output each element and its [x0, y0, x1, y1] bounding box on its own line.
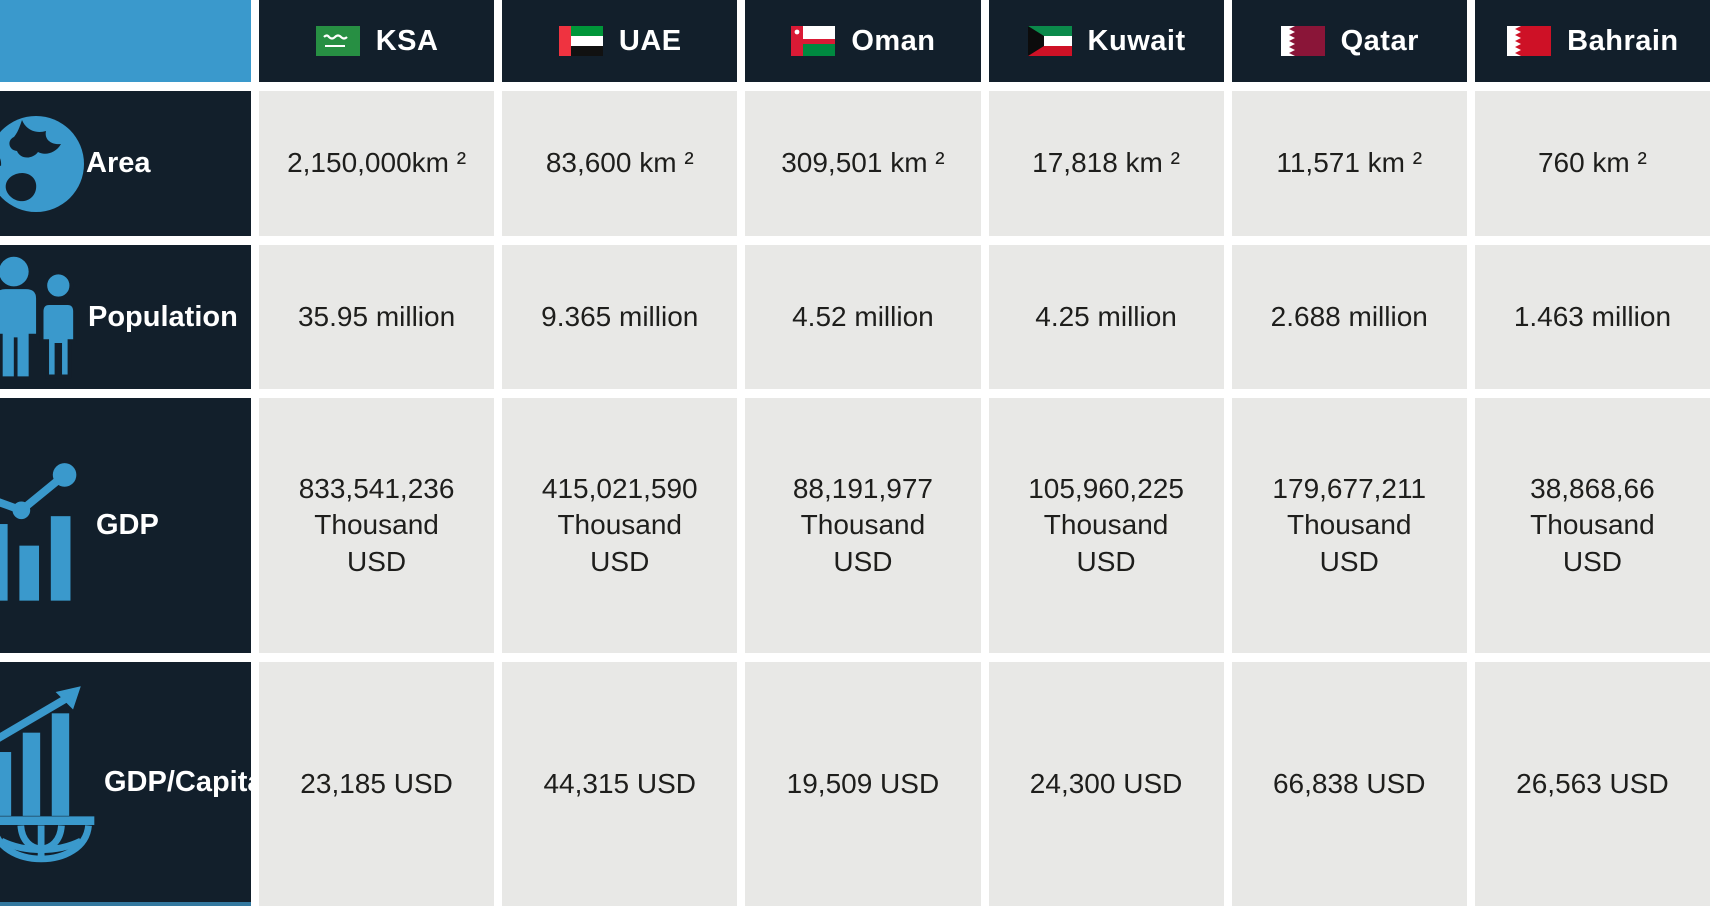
kuwait-flag-icon	[1027, 26, 1072, 56]
column-header-uae: UAE	[502, 0, 738, 82]
cell-gdp-capita-uae: 44,315 USD	[502, 662, 738, 906]
ksa-flag-icon	[315, 26, 360, 56]
corner-cell	[0, 0, 251, 82]
bahrain-flag-icon	[1507, 26, 1552, 56]
globe-icon	[0, 114, 86, 214]
cell-gdp-kuwait: 105,960,225 Thousand USD	[988, 398, 1224, 653]
cell-area-oman: 309,501 km ²	[745, 91, 981, 236]
oman-flag-icon	[791, 26, 836, 56]
cell-population-oman: 4.52 million	[745, 245, 981, 389]
column-header-qatar: Qatar	[1231, 0, 1467, 82]
row-header-gdp: GDP	[0, 398, 251, 653]
population-icon	[0, 255, 88, 379]
column-header-oman: Oman	[745, 0, 981, 82]
column-header-label: KSA	[375, 24, 439, 57]
cell-area-uae: 83,600 km ²	[502, 91, 738, 236]
cell-population-ksa: 35.95 million	[259, 245, 495, 389]
row-header-population: Population	[0, 245, 251, 389]
uae-flag-icon	[558, 26, 603, 56]
gdp-chart-icon	[0, 451, 96, 601]
row-header-label: Area	[86, 147, 151, 179]
column-header-bahrain: Bahrain	[1474, 0, 1710, 82]
cell-gdp-oman: 88,191,977 Thousand USD	[745, 398, 981, 653]
cell-gdp-ksa: 833,541,236 Thousand USD	[259, 398, 495, 653]
cell-gdp-capita-bahrain: 26,563 USD	[1474, 662, 1710, 906]
column-header-ksa: KSA	[259, 0, 495, 82]
cell-gdp-qatar: 179,677,211 Thousand USD	[1231, 398, 1467, 653]
cell-population-uae: 9.365 million	[502, 245, 738, 389]
gdp-capita-icon	[0, 686, 104, 878]
column-header-label: UAE	[618, 24, 682, 57]
cell-population-qatar: 2.688 million	[1231, 245, 1467, 389]
cell-gdp-capita-kuwait: 24,300 USD	[988, 662, 1224, 906]
cell-gdp-capita-oman: 19,509 USD	[745, 662, 981, 906]
cell-area-ksa: 2,150,000km ²	[259, 91, 495, 236]
column-header-label: Kuwait	[1087, 24, 1186, 57]
qatar-flag-icon	[1280, 26, 1325, 56]
row-header-label: Population	[88, 300, 238, 333]
cell-area-qatar: 11,571 km ²	[1231, 91, 1467, 236]
column-header-kuwait: Kuwait	[988, 0, 1224, 82]
row-header-label: GDP	[96, 509, 159, 541]
cell-gdp-capita-ksa: 23,185 USD	[259, 662, 495, 906]
cell-gdp-bahrain: 38,868,66 Thousand USD	[1474, 398, 1710, 653]
cell-population-kuwait: 4.25 million	[988, 245, 1224, 389]
column-header-label: Qatar	[1340, 24, 1419, 57]
row-header-gdp-capita: GDP/Capita	[0, 662, 251, 906]
row-header-area: Area	[0, 91, 251, 236]
column-header-label: Bahrain	[1567, 24, 1679, 57]
cell-gdp-uae: 415,021,590 Thousand USD	[502, 398, 738, 653]
cell-population-bahrain: 1.463 million	[1474, 245, 1710, 389]
column-header-label: Oman	[851, 24, 936, 57]
cell-area-kuwait: 17,818 km ²	[988, 91, 1224, 236]
row-header-label: GDP/Capita	[104, 765, 251, 798]
cell-gdp-capita-qatar: 66,838 USD	[1231, 662, 1467, 906]
cell-area-bahrain: 760 km ²	[1474, 91, 1710, 236]
